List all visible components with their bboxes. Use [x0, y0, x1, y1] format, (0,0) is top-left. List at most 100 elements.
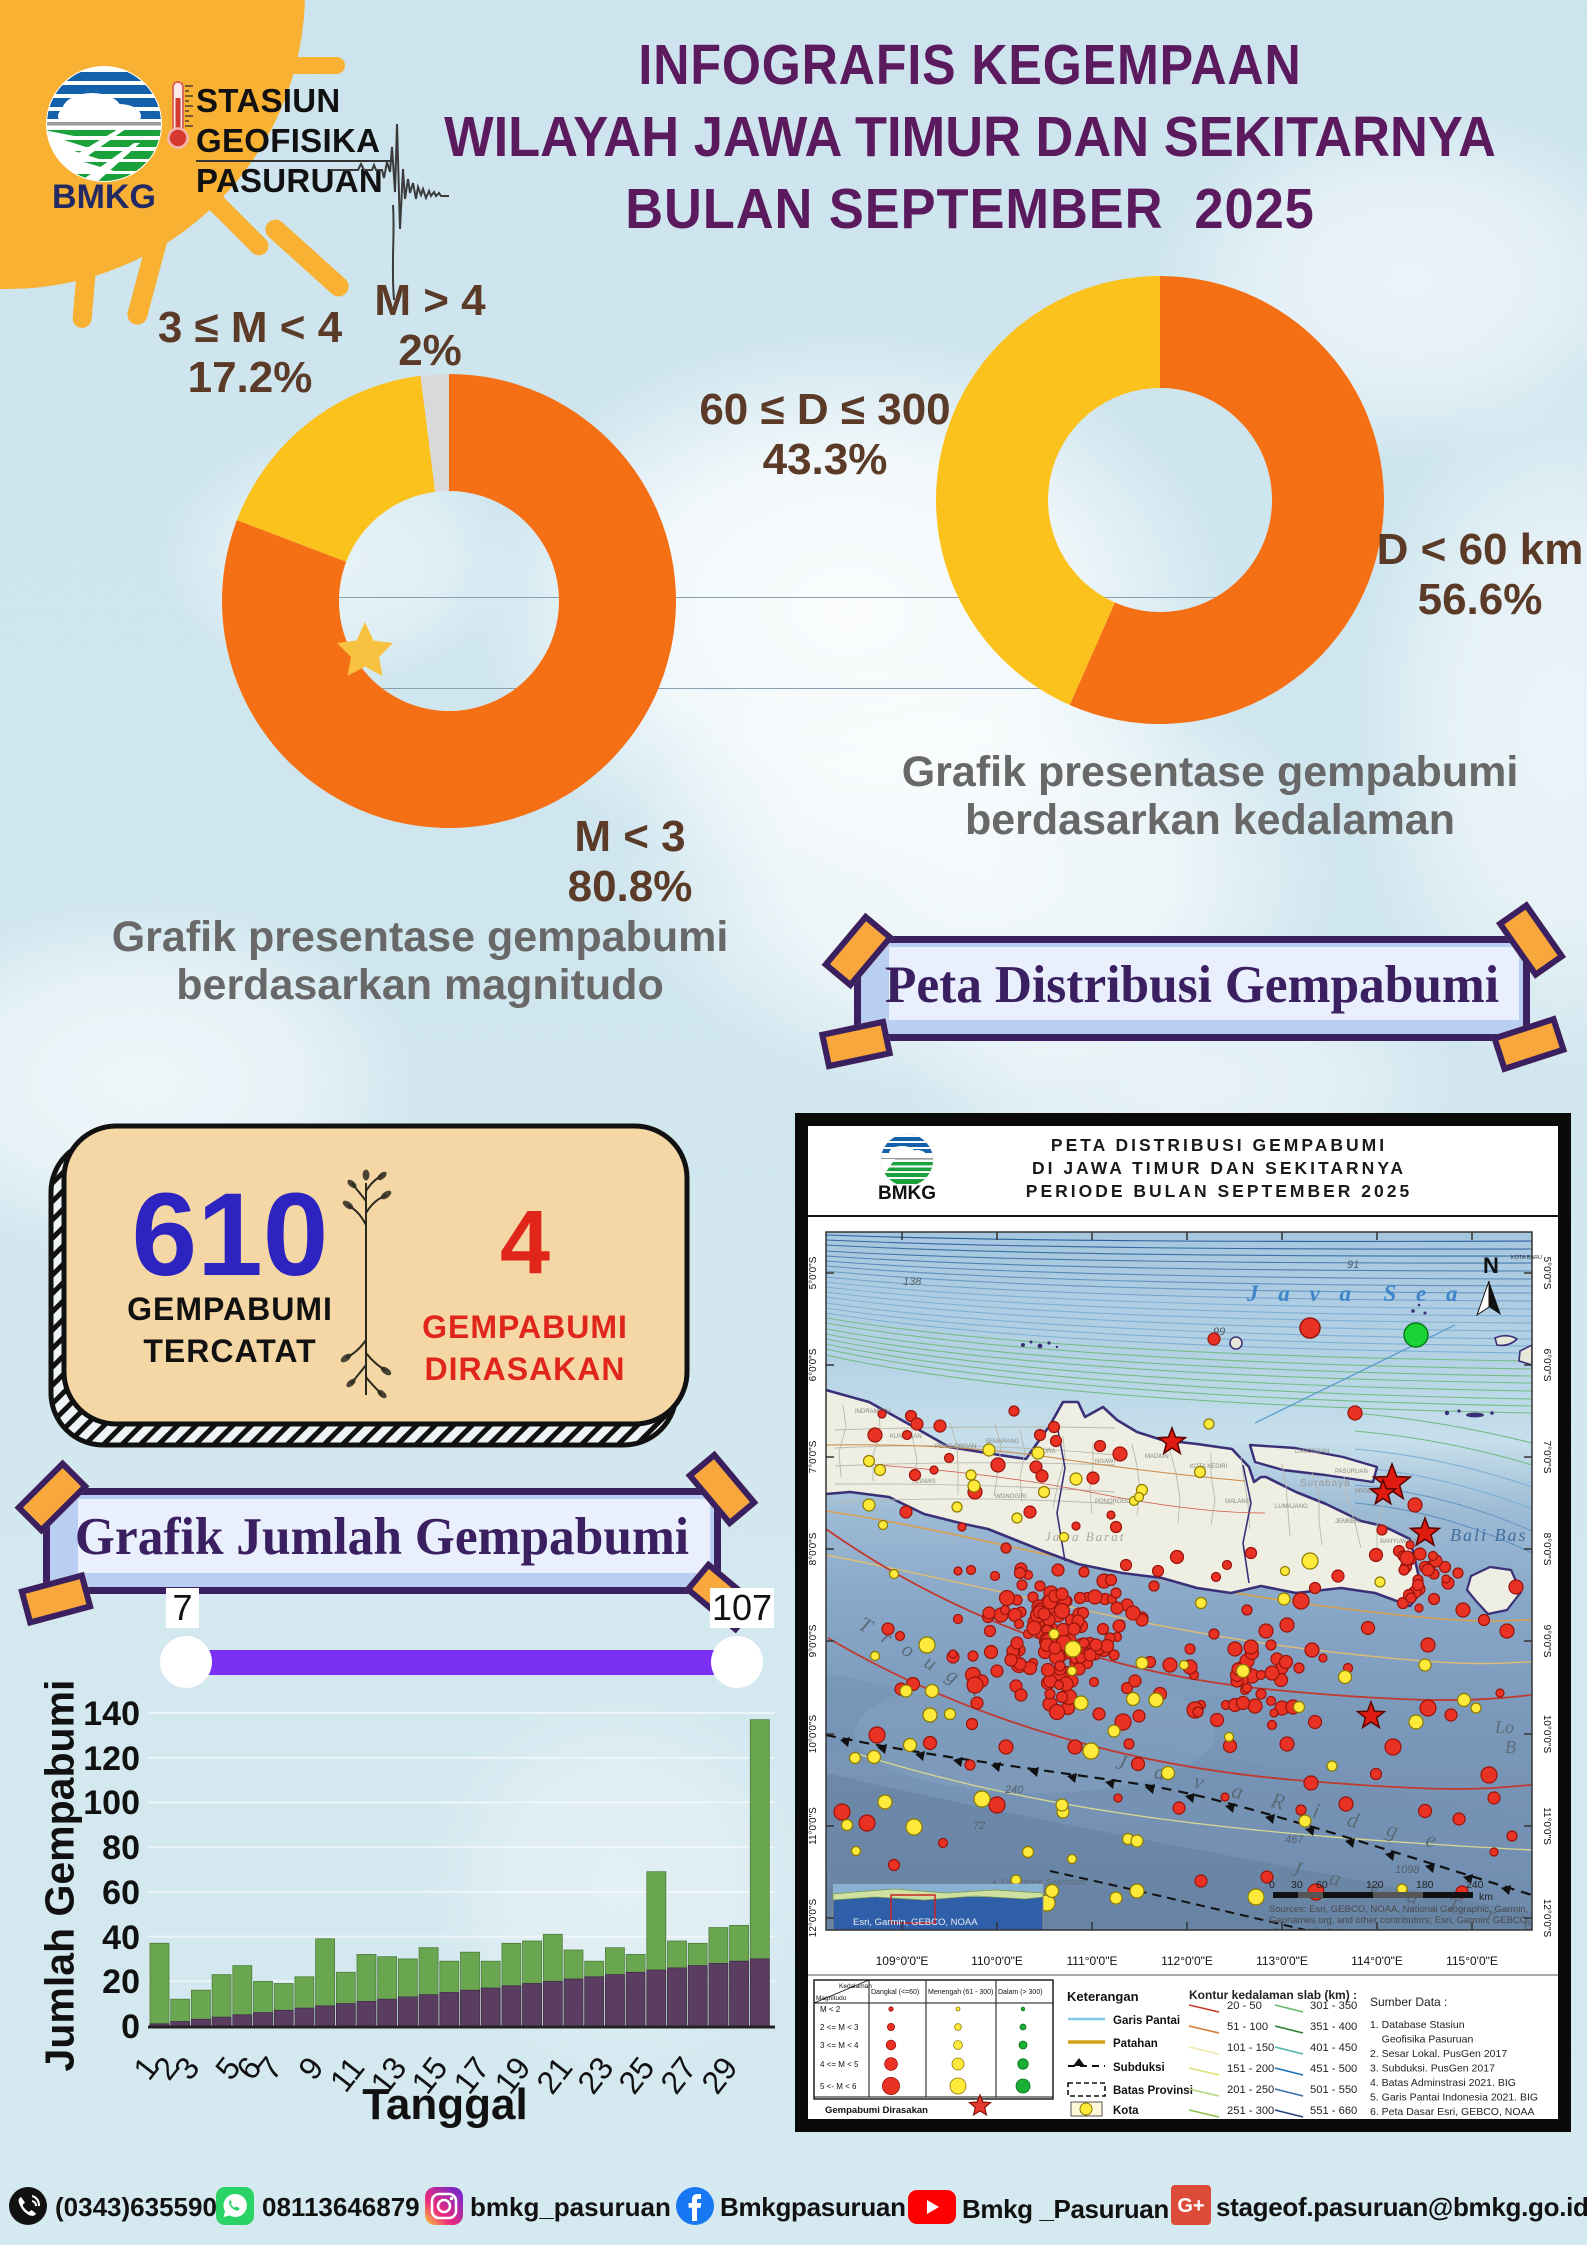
svg-text:30: 30 [1291, 1879, 1303, 1891]
svg-text:140: 140 [83, 1695, 140, 1733]
svg-text:138: 138 [903, 1276, 922, 1288]
svg-text:12°0'0"S: 12°0'0"S [808, 1898, 819, 1937]
svg-text:Sumber Data :: Sumber Data : [1370, 1995, 1447, 2009]
svg-text:Magnitudo: Magnitudo [816, 1995, 847, 2002]
svg-text:5°0'0"S: 5°0'0"S [1541, 1257, 1552, 1290]
svg-text:Kedalaman: Kedalaman [839, 1983, 872, 1990]
svg-text:60: 60 [102, 1874, 140, 1912]
svg-text:5°0'0"S: 5°0'0"S [808, 1256, 819, 1289]
svg-text:PONOROGO: PONOROGO [1095, 1499, 1131, 1505]
svg-text:9°0'0"S: 9°0'0"S [1541, 1625, 1552, 1658]
svg-text:7°0'0"S: 7°0'0"S [808, 1440, 819, 1473]
svg-text:112°0'0"E: 112°0'0"E [1161, 1954, 1213, 1968]
svg-text:KOTA BARU: KOTA BARU [1511, 1255, 1542, 1261]
svg-text:501 - 550: 501 - 550 [1310, 2084, 1357, 2096]
svg-text:NGAWI: NGAWI [1095, 1459, 1115, 1465]
svg-text:PASURUAN: PASURUAN [1335, 1469, 1368, 1475]
svg-text:Kota: Kota [1113, 2105, 1139, 2117]
svg-text:KOTA KEDIRI: KOTA KEDIRI [1190, 1464, 1228, 1470]
svg-text:91: 91 [1347, 1259, 1359, 1271]
svg-text:BMKG: BMKG [878, 1183, 936, 1204]
svg-text:Surabaya: Surabaya [1300, 1478, 1351, 1489]
svg-text:PETA DISTRIBUSI GEMPABUMI: PETA DISTRIBUSI GEMPABUMI [1051, 1135, 1387, 1155]
svg-text:LUMAJANG: LUMAJANG [1275, 1504, 1308, 1510]
svg-text:BANYUWANGI: BANYUWANGI [1380, 1539, 1421, 1545]
svg-text:1098: 1098 [1395, 1864, 1420, 1876]
svg-text:60: 60 [1316, 1879, 1328, 1891]
svg-text:MALANG: MALANG [1225, 1499, 1251, 1505]
svg-text:M < 2: M < 2 [820, 2005, 841, 2014]
svg-text:101 - 150: 101 - 150 [1227, 2042, 1274, 2054]
svg-text:120: 120 [1366, 1879, 1384, 1891]
svg-text:4 <= M < 5: 4 <= M < 5 [820, 2060, 859, 2069]
svg-text:301 - 350: 301 - 350 [1310, 2000, 1357, 2012]
svg-text:WONOGIRI: WONOGIRI [995, 1494, 1027, 1500]
svg-text:180: 180 [1416, 1879, 1434, 1891]
svg-text:2. Sesar Lokal. PusGen 2017: 2. Sesar Lokal. PusGen 2017 [1370, 2048, 1507, 2060]
svg-text:20 - 50: 20 - 50 [1227, 2000, 1262, 2012]
svg-text:3 <= M < 4: 3 <= M < 4 [820, 2041, 859, 2050]
svg-text:6°0'0"S: 6°0'0"S [808, 1348, 819, 1381]
svg-text:Sources: Esri, GEBCO, NOAA, Na: Sources: Esri, GEBCO, NOAA, National Geo… [1269, 1904, 1560, 1915]
svg-text:▲ Umbgrove Seamount: ▲ Umbgrove Seamount [990, 1877, 1087, 1887]
svg-text:Geofisika Pasuruan: Geofisika Pasuruan [1370, 2034, 1473, 2046]
svg-text:Bali Bas: Bali Bas [1450, 1525, 1528, 1545]
svg-text:6°0'0"S: 6°0'0"S [1541, 1349, 1552, 1382]
svg-text:110°0'0"E: 110°0'0"E [971, 1954, 1023, 1968]
svg-text:114°0'0"E: 114°0'0"E [1351, 1954, 1403, 1968]
svg-text:Menengah (61 - 300): Menengah (61 - 300) [928, 1989, 993, 1996]
svg-text:Subduksi: Subduksi [1113, 2062, 1165, 2074]
svg-text:4. Batas Adminstrasi 2021. BIG: 4. Batas Adminstrasi 2021. BIG [1370, 2077, 1516, 2089]
svg-text:2 <= M < 3: 2 <= M < 3 [820, 2023, 859, 2032]
svg-text:0: 0 [121, 2008, 140, 2046]
svg-text:5. Garis Pantai Indonesia 2021: 5. Garis Pantai Indonesia 2021. BIG [1370, 2092, 1538, 2104]
svg-text:115°0'0"E: 115°0'0"E [1446, 1954, 1498, 1968]
svg-text:6. Peta Dasar Esri, GEBCO, NOA: 6. Peta Dasar Esri, GEBCO, NOAA [1370, 2106, 1535, 2118]
svg-text:7°0'0"S: 7°0'0"S [1541, 1441, 1552, 1474]
svg-text:80: 80 [102, 1829, 140, 1867]
svg-text:8°0'0"S: 8°0'0"S [1541, 1533, 1552, 1566]
svg-text:km: km [1479, 1891, 1493, 1903]
svg-text:11°0'0"S: 11°0'0"S [808, 1807, 819, 1845]
svg-text:G+: G+ [1177, 2195, 1204, 2217]
svg-text:INDRAMAYU: INDRAMAYU [855, 1409, 891, 1415]
svg-text:Patahan: Patahan [1113, 2038, 1158, 2050]
svg-text:240: 240 [1466, 1879, 1484, 1891]
svg-text:JEMBER: JEMBER [1335, 1519, 1360, 1525]
svg-text:113°0'0"E: 113°0'0"E [1256, 1954, 1308, 1968]
svg-text:10°0'0"S: 10°0'0"S [1541, 1715, 1552, 1754]
svg-text:51 - 100: 51 - 100 [1227, 2021, 1268, 2033]
svg-text:DI JAWA TIMUR DAN SEKITARNYA: DI JAWA TIMUR DAN SEKITARNYA [1032, 1158, 1406, 1178]
svg-text:251 - 300: 251 - 300 [1227, 2105, 1274, 2117]
svg-text:BLORA: BLORA [1035, 1449, 1055, 1455]
svg-text:467: 467 [1285, 1834, 1304, 1846]
svg-text:PERIODE BULAN SEPTEMBER 2025: PERIODE BULAN SEPTEMBER 2025 [1026, 1181, 1412, 1201]
svg-text:B: B [1505, 1737, 1516, 1757]
svg-text:Gempabumi Dirasakan: Gempabumi Dirasakan [825, 2105, 928, 2116]
svg-text:N: N [1483, 1253, 1499, 1278]
svg-text:1. Database Stasiun: 1. Database Stasiun [1370, 2019, 1465, 2031]
svg-text:9°0'0"S: 9°0'0"S [808, 1624, 819, 1657]
svg-text:401 - 450: 401 - 450 [1310, 2042, 1357, 2054]
svg-text:20: 20 [102, 1963, 140, 2001]
svg-text:J a v a S e a: J a v a S e a [1246, 1281, 1464, 1306]
svg-text:BMKG: BMKG [52, 178, 156, 214]
svg-text:151 - 200: 151 - 200 [1227, 2063, 1274, 2075]
svg-text:Keterangan: Keterangan [1067, 1989, 1139, 2004]
svg-text:Lo: Lo [1494, 1717, 1514, 1737]
svg-text:SEMARANG: SEMARANG [985, 1439, 1020, 1445]
svg-text:LAMONGAN: LAMONGAN [1295, 1449, 1329, 1455]
svg-text:Geonames.org, and other contri: Geonames.org, and other contributors; Es… [1269, 1915, 1571, 1926]
svg-text:5 <- M < 6: 5 <- M < 6 [820, 2082, 857, 2091]
svg-text:551 - 660: 551 - 660 [1310, 2105, 1357, 2117]
svg-text:other contributors: other contributors [1269, 1926, 1343, 1937]
svg-text:Esri, Garmin, GEBCO, NOAA: Esri, Garmin, GEBCO, NOAA [853, 1917, 978, 1928]
svg-text:111°0'0"E: 111°0'0"E [1067, 1954, 1118, 1968]
svg-text:29: 29 [694, 2050, 744, 2100]
svg-text:100: 100 [83, 1784, 140, 1822]
svg-text:0: 0 [1269, 1879, 1275, 1891]
svg-text:201 - 250: 201 - 250 [1227, 2084, 1274, 2096]
svg-text:72: 72 [973, 1820, 985, 1832]
svg-text:120: 120 [83, 1740, 140, 1778]
svg-text:451 - 500: 451 - 500 [1310, 2063, 1357, 2075]
